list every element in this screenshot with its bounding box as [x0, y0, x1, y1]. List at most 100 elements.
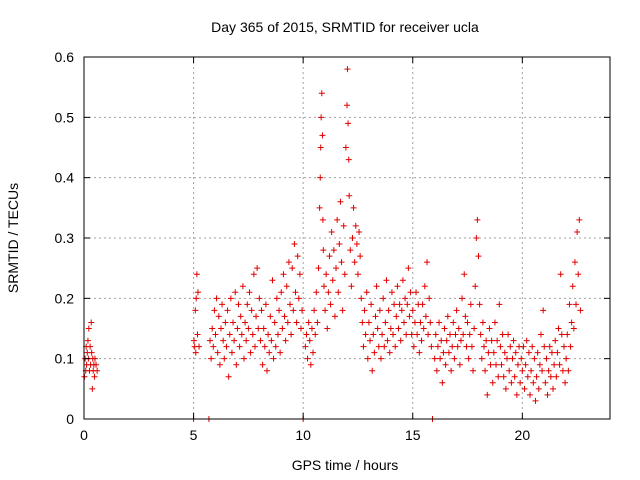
- data-point: [545, 367, 552, 374]
- data-point: [475, 253, 482, 260]
- data-point: [573, 301, 580, 308]
- data-point: [488, 337, 495, 344]
- data-point: [554, 349, 561, 356]
- data-point: [519, 367, 526, 374]
- data-point: [439, 379, 446, 386]
- data-point: [88, 349, 95, 356]
- data-point: [500, 373, 507, 380]
- data-point: [308, 325, 315, 332]
- data-point: [448, 367, 455, 374]
- data-point: [348, 283, 355, 290]
- data-point: [470, 367, 477, 374]
- data-point: [523, 337, 530, 344]
- data-point: [284, 319, 291, 326]
- data-point: [552, 337, 559, 344]
- data-point: [451, 355, 458, 362]
- data-point: [224, 307, 231, 314]
- data-point: [558, 331, 565, 338]
- data-point: [236, 343, 243, 350]
- data-point: [231, 337, 238, 344]
- data-point: [466, 331, 473, 338]
- data-point: [517, 379, 524, 386]
- data-point: [295, 295, 302, 302]
- data-point: [460, 331, 467, 338]
- data-point: [408, 331, 415, 338]
- data-point: [557, 271, 564, 278]
- data-point: [213, 295, 220, 302]
- data-point: [358, 295, 365, 302]
- data-point: [437, 355, 444, 362]
- data-point: [232, 289, 239, 296]
- data-point: [484, 391, 491, 398]
- grid-lines: [84, 57, 610, 419]
- data-point: [410, 343, 417, 350]
- data-point: [577, 307, 584, 314]
- data-point: [365, 319, 372, 326]
- data-point: [393, 313, 400, 320]
- data-point: [522, 361, 529, 368]
- data-point: [306, 337, 313, 344]
- data-point: [196, 343, 203, 350]
- x-tick-label: 15: [405, 427, 421, 443]
- data-point: [487, 361, 494, 368]
- data-point: [318, 114, 325, 121]
- data-point: [444, 313, 451, 320]
- data-point: [399, 277, 406, 284]
- data-point: [288, 331, 295, 338]
- data-point: [452, 331, 459, 338]
- data-point: [374, 325, 381, 332]
- data-point: [276, 307, 283, 314]
- data-point: [479, 319, 486, 326]
- data-point: [397, 337, 404, 344]
- data-point: [333, 265, 340, 272]
- data-point: [390, 331, 397, 338]
- data-point: [310, 349, 317, 356]
- data-point: [457, 337, 464, 344]
- data-point: [496, 301, 503, 308]
- data-point: [418, 337, 425, 344]
- data-point: [464, 319, 471, 326]
- data-point: [402, 295, 409, 302]
- data-point: [503, 355, 510, 362]
- data-point: [501, 349, 508, 356]
- data-point: [489, 379, 496, 386]
- data-point: [411, 319, 418, 326]
- data-point: [325, 289, 332, 296]
- data-point: [576, 216, 583, 223]
- data-point: [510, 337, 517, 344]
- data-point: [574, 228, 581, 235]
- data-point: [575, 271, 582, 278]
- data-point: [505, 331, 512, 338]
- data-point: [243, 337, 250, 344]
- data-point: [511, 373, 518, 380]
- data-point: [493, 361, 500, 368]
- data-point: [320, 283, 327, 290]
- data-point: [194, 289, 201, 296]
- data-point: [364, 355, 371, 362]
- data-point: [371, 349, 378, 356]
- data-point: [404, 301, 411, 308]
- data-point: [349, 235, 356, 241]
- data-point: [543, 355, 550, 362]
- data-point: [403, 331, 410, 338]
- data-point: [528, 367, 535, 374]
- data-point: [376, 307, 383, 314]
- data-point: [422, 313, 429, 320]
- data-point: [540, 307, 547, 314]
- data-point: [381, 343, 388, 350]
- data-point: [257, 337, 264, 344]
- data-point: [546, 343, 553, 350]
- y-tick-label: 0.6: [55, 49, 75, 65]
- data-point: [450, 319, 457, 326]
- data-point: [426, 295, 433, 302]
- data-point: [360, 343, 367, 350]
- data-point: [238, 331, 245, 338]
- data-point: [247, 349, 254, 356]
- data-point: [192, 307, 199, 314]
- data-point: [94, 367, 101, 374]
- data-point: [289, 265, 296, 272]
- data-point: [323, 271, 330, 278]
- data-point: [89, 385, 96, 392]
- data-point: [255, 325, 262, 332]
- data-point: [514, 361, 521, 368]
